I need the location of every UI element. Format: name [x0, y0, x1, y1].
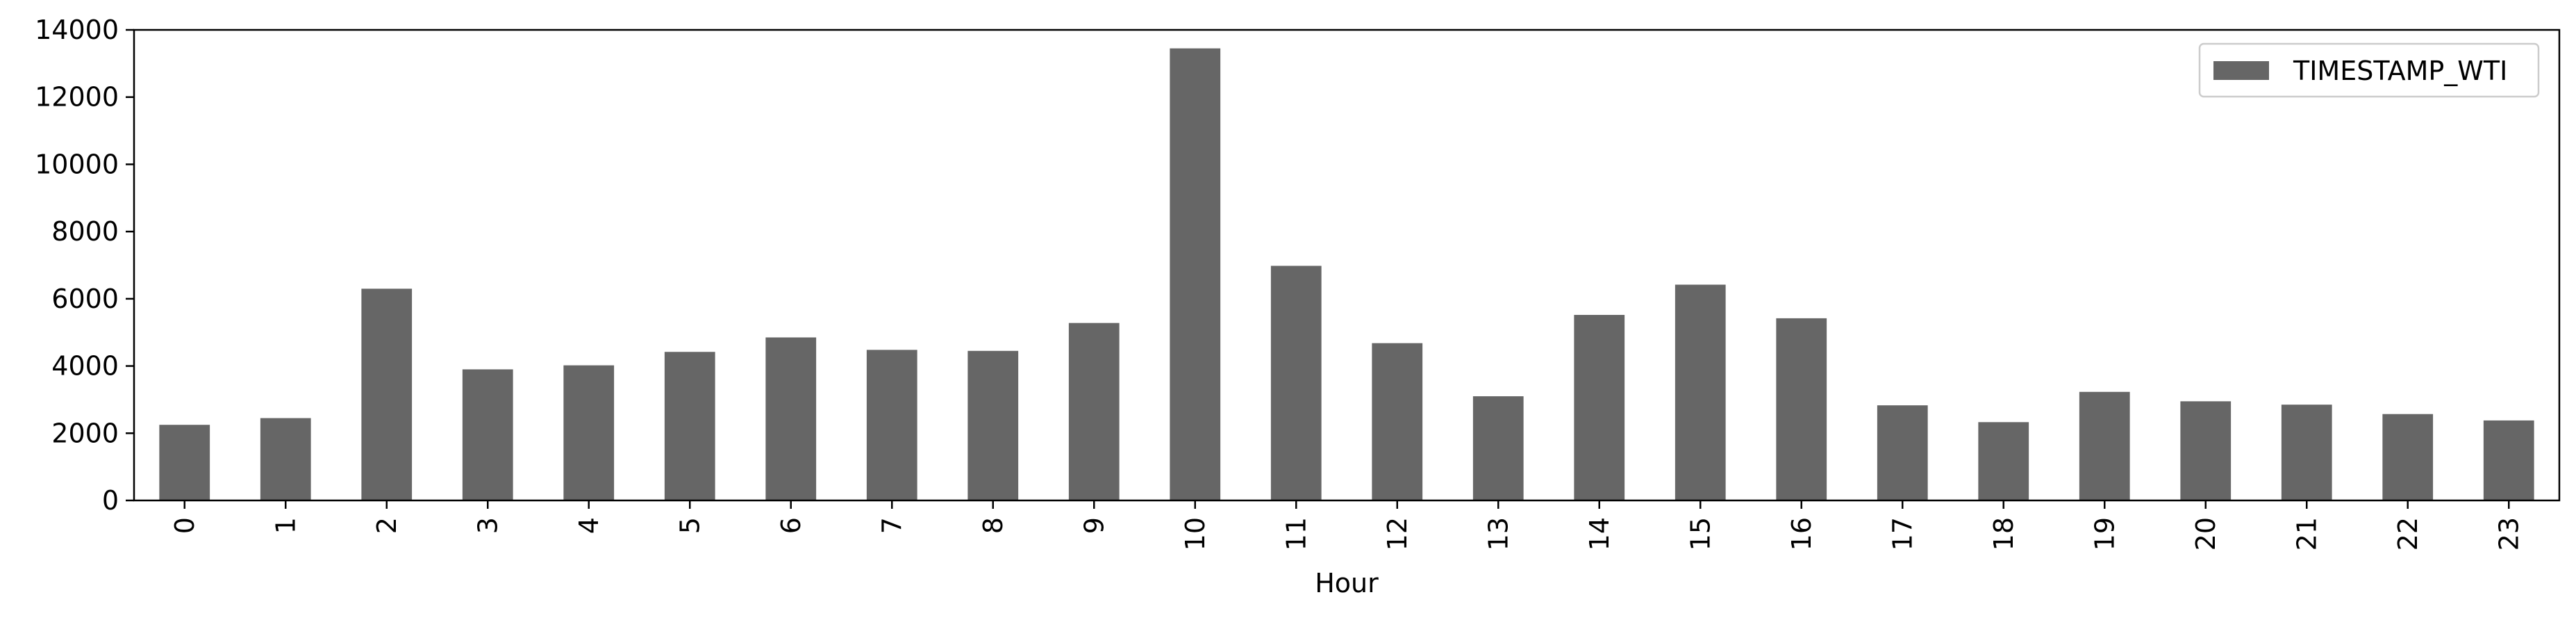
x-tick-label: 18 [1988, 517, 2019, 550]
bar-hour-17 [1877, 405, 1928, 500]
y-tick-label: 0 [102, 485, 119, 516]
bar-hour-22 [2382, 414, 2434, 500]
y-tick-label: 2000 [51, 418, 119, 448]
bar-hour-3 [462, 369, 513, 500]
bar-hour-7 [866, 350, 917, 500]
plot-frame [133, 28, 2561, 502]
bar-hour-11 [1270, 266, 1322, 500]
x-tick-label: 3 [472, 517, 503, 534]
bar-hour-21 [2281, 405, 2332, 500]
y-tick-label: 6000 [51, 284, 119, 314]
bar-hour-18 [1978, 422, 2029, 500]
y-tick-label: 14000 [35, 15, 119, 45]
x-tick-label: 12 [1382, 517, 1413, 550]
bar-hour-10 [1170, 48, 1221, 500]
y-tick-label: 12000 [35, 82, 119, 113]
bar-hour-13 [1472, 396, 1524, 500]
x-tick-label: 1 [270, 517, 301, 534]
x-tick-label: 10 [1180, 517, 1211, 550]
bar-hour-5 [664, 352, 715, 500]
x-tick-label: 15 [1685, 517, 1715, 550]
bar-hour-19 [2079, 391, 2130, 500]
bar-hour-0 [159, 425, 210, 500]
x-tick-label: 11 [1281, 517, 1311, 550]
x-tick-label: 9 [1079, 517, 1109, 534]
y-tick-label: 10000 [35, 149, 119, 179]
bar-hour-2 [361, 288, 413, 500]
legend-swatch [2213, 61, 2269, 80]
bar-hour-1 [260, 418, 311, 500]
bar-hour-23 [2483, 420, 2534, 500]
bar-hour-16 [1776, 318, 1827, 500]
x-tick-label: 19 [2089, 517, 2120, 550]
y-tick-label: 4000 [51, 351, 119, 382]
x-tick-label: 17 [1887, 517, 1918, 550]
x-tick-label: 8 [978, 517, 1008, 534]
bar-hour-4 [563, 365, 615, 500]
bar-hour-6 [765, 337, 817, 500]
legend-box [2198, 42, 2540, 98]
y-tick-label: 8000 [51, 216, 119, 247]
bar-hour-20 [2180, 401, 2232, 500]
x-tick-label: 2 [372, 517, 402, 534]
x-tick-label: 7 [876, 517, 907, 534]
x-tick-label: 14 [1584, 517, 1615, 550]
x-tick-label: 23 [2493, 517, 2524, 550]
bars-group [159, 48, 2534, 500]
x-tick-label: 0 [169, 517, 200, 534]
x-tick-label: 20 [2191, 517, 2221, 550]
x-tick-label: 6 [776, 517, 806, 534]
x-tick-label: 21 [2291, 517, 2322, 550]
x-tick-label: 16 [1786, 517, 1817, 550]
bar-hour-15 [1675, 284, 1726, 500]
x-tick-label: 5 [674, 517, 705, 534]
x-axis-label: Hour [1315, 568, 1379, 598]
bar-hour-12 [1372, 343, 1423, 500]
bar-hour-8 [967, 350, 1019, 500]
x-tick-label: 13 [1483, 517, 1513, 550]
x-axis: 0 1 2 3 4 5 6 7 8 9 10 11 12 13 14 15 16 17 18 19 20 21 22 23 [169, 500, 2524, 550]
x-tick-label: 22 [2393, 517, 2423, 550]
legend: TIMESTAMP_WTI [2198, 42, 2540, 98]
y-axis: 0 2000 4000 6000 8000 10000 12000 14000 [35, 15, 134, 516]
bar-hour-9 [1068, 323, 1120, 500]
x-tick-label: 4 [574, 517, 604, 534]
bar-hour-14 [1574, 315, 1625, 500]
legend-label: TIMESTAMP_WTI [2293, 56, 2507, 86]
